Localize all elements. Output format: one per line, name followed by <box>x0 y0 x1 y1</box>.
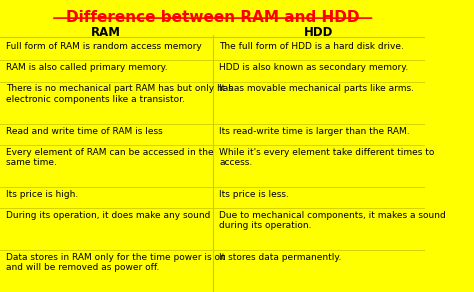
Text: HDD: HDD <box>304 26 334 39</box>
Text: HDD is also known as secondary memory.: HDD is also known as secondary memory. <box>219 63 408 72</box>
Text: Read and write time of RAM is less: Read and write time of RAM is less <box>6 126 163 135</box>
Text: Due to mechanical components, it makes a sound
during its operation.: Due to mechanical components, it makes a… <box>219 211 446 230</box>
Text: Every element of RAM can be accessed in the
same time.: Every element of RAM can be accessed in … <box>6 147 214 167</box>
Text: While it's every element take different times to
access.: While it's every element take different … <box>219 147 435 167</box>
Text: It stores data permanently.: It stores data permanently. <box>219 253 341 262</box>
Text: Its price is high.: Its price is high. <box>6 190 79 199</box>
Text: Full form of RAM is random access memory: Full form of RAM is random access memory <box>6 42 202 51</box>
Text: RAM: RAM <box>91 26 121 39</box>
Text: Its read-write time is larger than the RAM.: Its read-write time is larger than the R… <box>219 126 410 135</box>
Text: RAM is also called primary memory.: RAM is also called primary memory. <box>6 63 168 72</box>
Text: During its operation, it does make any sound: During its operation, it does make any s… <box>6 211 211 220</box>
Text: Its price is less.: Its price is less. <box>219 190 289 199</box>
Text: The full form of HDD is a hard disk drive.: The full form of HDD is a hard disk driv… <box>219 42 404 51</box>
Text: It has movable mechanical parts like arms.: It has movable mechanical parts like arm… <box>219 84 414 93</box>
Text: There is no mechanical part RAM has but only has
electronic components like a tr: There is no mechanical part RAM has but … <box>6 84 233 104</box>
Text: Difference between RAM and HDD: Difference between RAM and HDD <box>66 10 359 25</box>
Text: Data stores in RAM only for the time power is on
and will be removed as power of: Data stores in RAM only for the time pow… <box>6 253 226 272</box>
